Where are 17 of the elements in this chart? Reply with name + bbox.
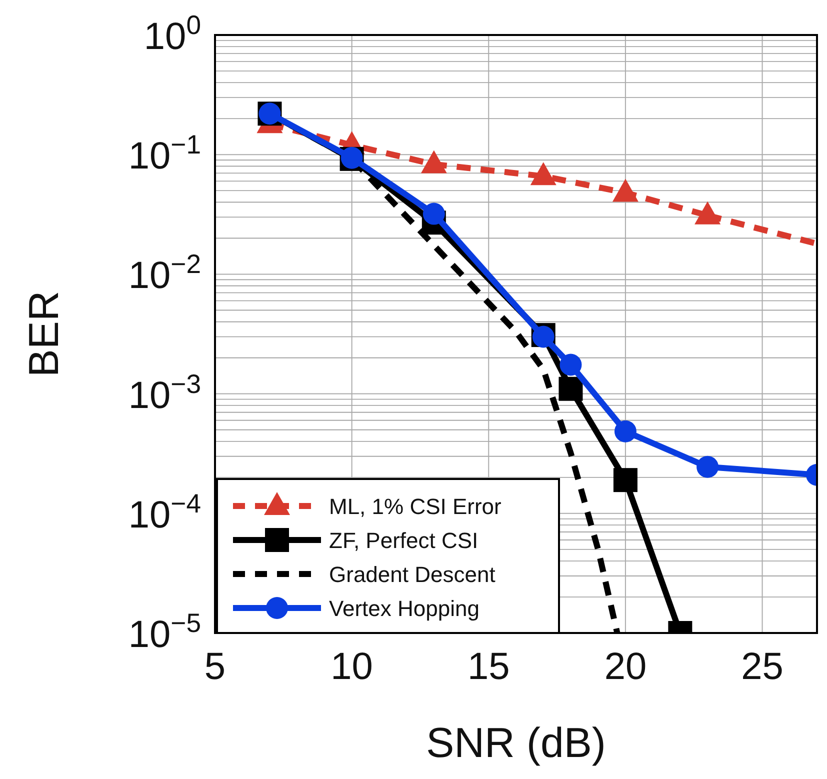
y-tick-label: 10$^{−1}$ (128, 130, 201, 178)
legend-label: ML, 1% CSI Error (329, 494, 502, 519)
y-tick-label: 10$^{−3}$ (128, 368, 201, 417)
y-tick-label: 10$^{−4}$ (128, 488, 202, 536)
x-tick-label: 25 (741, 646, 784, 688)
x-tick-label: 15 (467, 646, 510, 688)
legend-label: Gradent Descent (329, 562, 496, 587)
y-tick-label: 10$^{−2}$ (128, 249, 201, 298)
y-axis-title: BER (20, 290, 67, 378)
x-axis-title: SNR (dB) (426, 719, 606, 766)
x-tick-label: 5 (204, 646, 226, 688)
y-tick-label: 10$^{−5}$ (128, 608, 201, 656)
legend-label: Vertex Hopping (329, 596, 480, 621)
y-tick-label: 10$^{0}$ (144, 10, 201, 58)
x-tick-label: 20 (604, 646, 647, 688)
x-tick-label: 10 (330, 646, 373, 688)
legend-label: ZF, Perfect CSI (329, 528, 478, 553)
